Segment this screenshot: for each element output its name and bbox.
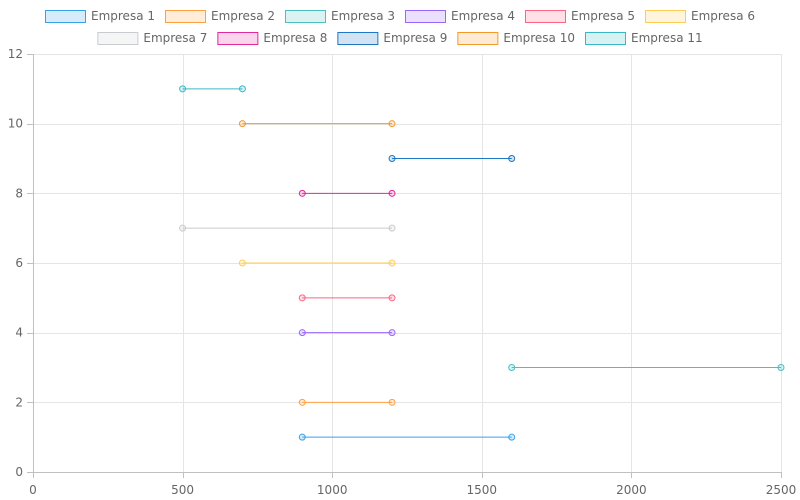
data-point	[388, 189, 396, 197]
legend-swatch	[585, 32, 626, 45]
data-point	[298, 294, 306, 302]
data-point	[179, 85, 187, 93]
data-point	[508, 364, 516, 371]
x-tick-label: 0	[29, 483, 37, 497]
series-3	[508, 364, 785, 371]
data-point	[238, 259, 246, 267]
legend-item-11[interactable]: Empresa 11	[585, 31, 703, 45]
legend-label: Empresa 7	[143, 31, 207, 45]
legend-swatch	[525, 10, 566, 23]
y-tick-label: 8	[15, 186, 23, 200]
legend-label: Empresa 8	[263, 31, 327, 45]
x-tick-label: 1000	[317, 483, 348, 497]
y-tick-label: 4	[15, 326, 23, 340]
data-point	[298, 433, 306, 441]
data-point	[388, 329, 396, 337]
legend: Empresa 1 Empresa 2 Empresa 3 Empresa 4 Empr…	[45, 9, 756, 45]
y-tick-label: 12	[8, 47, 23, 61]
x-tick-label: 1500	[467, 483, 498, 497]
data-point	[388, 259, 396, 267]
legend-label: Empresa 6	[691, 9, 755, 23]
x-tick-label: 2000	[616, 483, 647, 497]
y-tick-label: 6	[15, 256, 23, 270]
legend-label: Empresa 2	[211, 9, 275, 23]
series-6	[238, 259, 396, 267]
series-10	[238, 120, 396, 128]
y-tick-label: 0	[15, 465, 23, 479]
data-point	[388, 224, 396, 232]
legend-item-7[interactable]: Empresa 7	[97, 31, 208, 45]
legend-item-5[interactable]: Empresa 5	[525, 9, 636, 23]
data-point	[508, 155, 516, 162]
legend-swatch	[337, 32, 379, 45]
legend-label: Empresa 4	[451, 9, 515, 23]
data-point	[298, 329, 306, 337]
series-5	[298, 294, 396, 302]
legend-swatch	[645, 10, 686, 23]
series-2	[298, 398, 396, 406]
series-9	[388, 155, 516, 162]
legend-swatch	[165, 10, 206, 23]
data-point	[388, 294, 396, 302]
data-point	[388, 398, 396, 406]
series-11	[179, 85, 246, 93]
legend-item-6[interactable]: Empresa 6	[645, 9, 756, 23]
x-tick-label: 500	[171, 483, 194, 497]
data-point	[179, 224, 187, 232]
data-point	[298, 398, 306, 406]
series-7	[179, 224, 396, 232]
legend-item-10[interactable]: Empresa 10	[457, 31, 575, 45]
data-point	[777, 364, 785, 371]
legend-swatch	[45, 10, 86, 23]
legend-swatch	[457, 32, 499, 45]
legend-item-8[interactable]: Empresa 8	[217, 31, 328, 45]
legend-item-1[interactable]: Empresa 1	[45, 9, 156, 23]
legend-swatch	[405, 10, 446, 23]
y-tick-label: 2	[15, 395, 23, 409]
data-point	[388, 120, 396, 128]
legend-swatch	[217, 32, 259, 45]
legend-label: Empresa 5	[571, 9, 635, 23]
legend-label: Empresa 11	[631, 31, 703, 45]
grid	[33, 54, 782, 472]
legend-label: Empresa 1	[91, 9, 155, 23]
y-tick-label: 10	[8, 117, 23, 131]
plot-area	[179, 85, 785, 441]
data-point	[508, 433, 516, 441]
data-point	[238, 120, 246, 128]
legend-label: Empresa 9	[383, 31, 447, 45]
legend-swatch	[285, 10, 326, 23]
tick-labels: 0 500 1000 1500 2000 2500 0 2 4 6 8 10 12	[8, 47, 797, 497]
data-point	[388, 155, 396, 162]
series-1	[298, 433, 516, 441]
legend-swatch	[97, 32, 139, 45]
legend-item-4[interactable]: Empresa 4	[405, 9, 516, 23]
data-point	[238, 85, 246, 93]
x-tick-label: 2500	[766, 483, 797, 497]
legend-label: Empresa 10	[503, 31, 575, 45]
legend-item-3[interactable]: Empresa 3	[285, 9, 396, 23]
legend-item-2[interactable]: Empresa 2	[165, 9, 276, 23]
series-4	[298, 329, 396, 337]
legend-item-9[interactable]: Empresa 9	[337, 31, 448, 45]
data-point	[298, 189, 306, 197]
series-8	[298, 189, 396, 197]
axes	[27, 54, 782, 478]
legend-label: Empresa 3	[331, 9, 395, 23]
